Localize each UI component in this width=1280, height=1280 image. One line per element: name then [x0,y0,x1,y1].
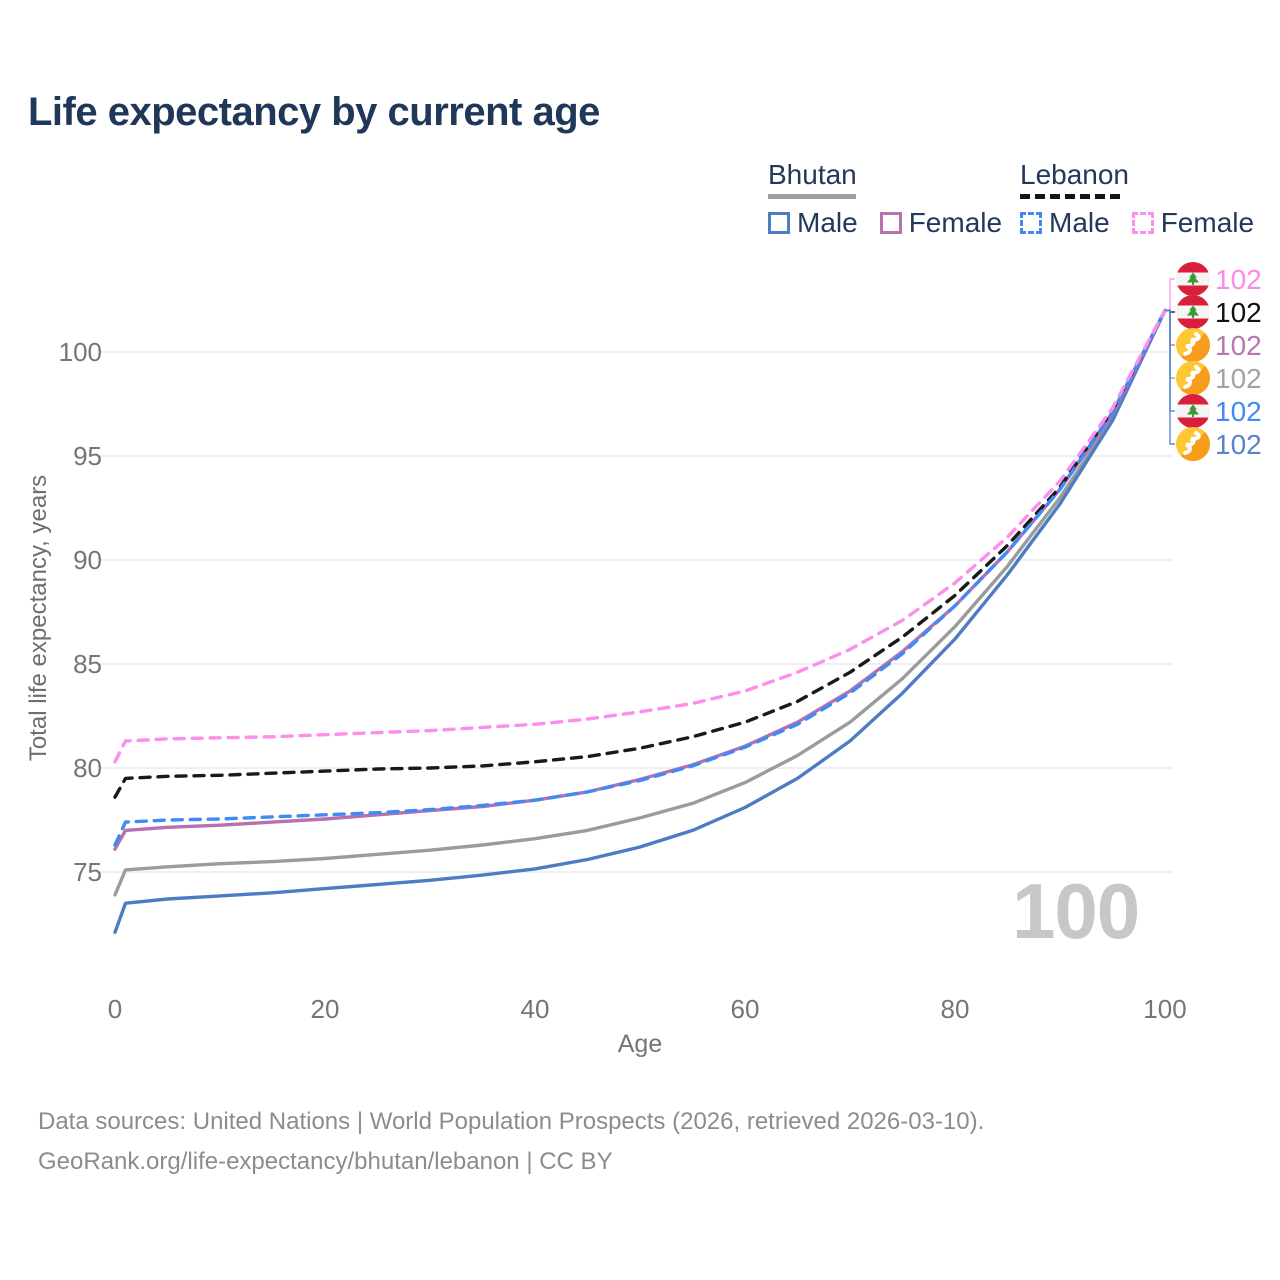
y-tick-label: 85 [73,649,102,679]
end-value-label-bhutan-both: 102 [1215,363,1262,394]
bhutan-female-swatch [879,211,902,234]
x-axis-title: Age [618,1030,662,1058]
lebanon-female-swatch [1131,211,1154,234]
bhutan-male-swatch [768,211,790,234]
series-line-lebanon-both[interactable] [113,308,1167,799]
series-line-bhutan-male[interactable] [113,308,1167,934]
x-tick-label: 60 [731,994,760,1024]
bhutan-line-style-swatch [768,193,856,199]
series-line-lebanon-male[interactable] [113,308,1167,847]
x-tick-label: 40 [521,994,550,1024]
legend-label: Male [1049,206,1110,238]
end-value-label-lebanon-both: 102 [1215,297,1262,328]
end-value-label-bhutan-male: 102 [1215,429,1262,460]
y-tick-label: 75 [73,857,102,887]
legend-label: Female [1160,206,1255,238]
series-line-bhutan-both[interactable] [113,308,1167,897]
leader-line-bhutan-male [1165,309,1175,445]
x-tick-label: 100 [1143,994,1186,1024]
bhutan-flag-icon [1176,361,1210,395]
legend-country-bhutan[interactable]: Bhutan [768,159,857,190]
data-sources-text: Data sources: United Nations | World Pop… [38,1108,985,1135]
bhutan-flag-icon [1176,427,1210,461]
attribution-link-text: GeoRank.org/life-expectancy/bhutan/leban… [38,1148,613,1175]
age-counter-watermark: 100 [1012,867,1140,955]
legend-item-bhutan-male[interactable]: Male [768,207,858,239]
legend-country-lebanon[interactable]: Lebanon [1020,159,1130,190]
lebanon-line-style-swatch [1020,193,1120,199]
lebanon-flag-icon [1176,295,1210,329]
legend-item-lebanon-male[interactable]: Male [1020,207,1110,239]
bhutan-flag-icon [1176,328,1210,362]
lebanon-flag-icon [1176,394,1210,428]
y-tick-label: 80 [73,753,102,783]
y-tick-label: 95 [73,441,102,471]
legend-label: Female [908,206,1003,238]
leader-line-lebanon-female [1165,278,1175,312]
end-value-label-lebanon-female: 102 [1215,264,1262,295]
legend-item-bhutan-female[interactable]: Female [879,206,1003,239]
end-value-label-bhutan-female: 102 [1215,330,1262,361]
legend-group-bhutan: Bhutan Male Female [768,159,1003,239]
lebanon-male-swatch [1020,211,1042,234]
x-tick-label: 0 [108,994,122,1024]
page-title: Life expectancy by current age [28,90,600,134]
x-tick-label: 80 [941,994,970,1024]
y-axis-title: Total life expectancy, years [25,475,52,761]
lebanon-flag-icon [1176,262,1210,296]
y-tick-label: 100 [59,337,102,367]
x-tick-label: 20 [311,994,340,1024]
end-value-label-lebanon-male: 102 [1215,396,1262,427]
y-tick-label: 90 [73,545,102,575]
series-line-lebanon-female[interactable] [113,308,1167,764]
legend-group-lebanon: Lebanon Male Female [1020,159,1255,239]
legend-label: Male [797,206,858,238]
legend-item-lebanon-female[interactable]: Female [1131,206,1255,239]
